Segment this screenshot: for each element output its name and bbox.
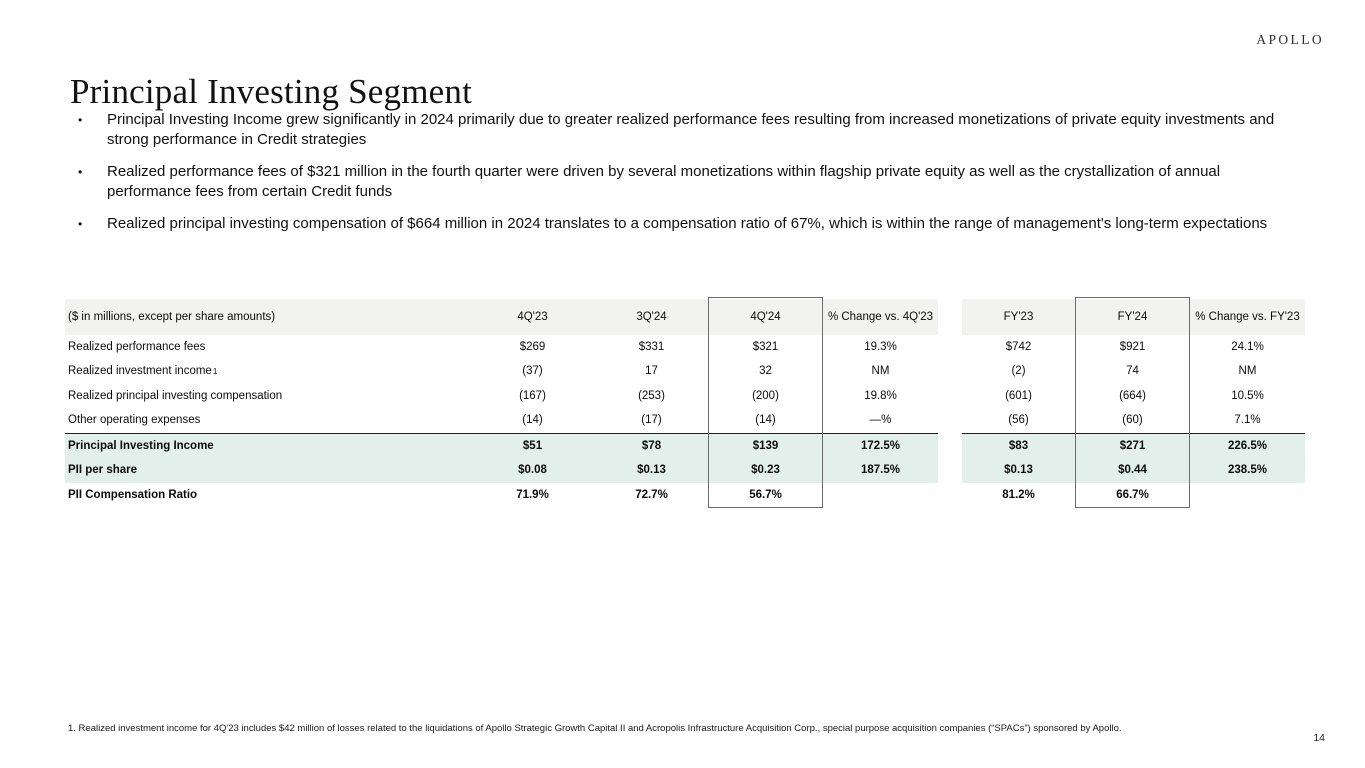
table-row: Realized investment income 1 (37) 17 32 NM (2)… bbox=[65, 359, 1305, 384]
table-cell: 24.1% bbox=[1190, 335, 1305, 360]
table-gap-cell bbox=[938, 408, 962, 433]
table-cell: 56.7% bbox=[708, 483, 823, 508]
bullet-text: Principal Investing Income grew signific… bbox=[107, 111, 1275, 148]
table-row: PII per share $0.08 $0.13 $0.23 187.5% $0.13 $… bbox=[65, 458, 1305, 483]
bullet-marker: • bbox=[78, 217, 83, 231]
table-row: Other operating expenses (14) (17) (14) —% (5… bbox=[65, 408, 1305, 433]
table-gap-cell bbox=[938, 359, 962, 384]
table-cell: NM bbox=[823, 359, 938, 384]
bullet-marker: • bbox=[78, 113, 83, 127]
table-header-label: ($ in millions, except per share amounts… bbox=[65, 299, 470, 335]
table-cell: —% bbox=[823, 408, 938, 433]
bullet-marker: • bbox=[78, 165, 83, 179]
table-cell: $0.44 bbox=[1075, 458, 1190, 483]
table-cell: 10.5% bbox=[1190, 384, 1305, 409]
table-cell: $0.13 bbox=[595, 458, 708, 483]
table-column-header: 3Q'24 bbox=[595, 299, 708, 335]
row-label: Realized investment income 1 bbox=[65, 359, 470, 384]
table-cell: (200) bbox=[708, 384, 823, 409]
table-cell: $269 bbox=[470, 335, 595, 360]
table-cell: $78 bbox=[595, 433, 708, 459]
footnote: 1. Realized investment income for 4Q'23 … bbox=[68, 723, 1122, 734]
table-cell: $331 bbox=[595, 335, 708, 360]
table-cell: $271 bbox=[1075, 433, 1190, 459]
table-gap-cell bbox=[938, 384, 962, 409]
row-label: PII Compensation Ratio bbox=[65, 483, 470, 508]
row-label: Realized performance fees bbox=[65, 335, 470, 360]
table-cell: (664) bbox=[1075, 384, 1190, 409]
table-cell: $51 bbox=[470, 433, 595, 459]
table-gap-cell bbox=[938, 483, 962, 508]
table-cell: 81.2% bbox=[962, 483, 1075, 508]
table-cell: $921 bbox=[1075, 335, 1190, 360]
table-cell: 66.7% bbox=[1075, 483, 1190, 508]
table-cell: $0.23 bbox=[708, 458, 823, 483]
bullet-text: Realized principal investing compensatio… bbox=[107, 215, 1268, 232]
table-row: Principal Investing Income $51 $78 $139 172.… bbox=[65, 433, 1305, 459]
page-title: Principal Investing Segment bbox=[70, 72, 473, 112]
row-label: Realized principal investing compensatio… bbox=[65, 384, 470, 409]
table-cell: NM bbox=[1190, 359, 1305, 384]
table-cell: 238.5% bbox=[1190, 458, 1305, 483]
table-gap-cell bbox=[938, 433, 962, 458]
table-cell: 7.1% bbox=[1190, 408, 1305, 433]
table-column-header: % Change vs. FY'23 bbox=[1190, 299, 1305, 335]
table-cell: 32 bbox=[708, 359, 823, 384]
row-label: Principal Investing Income bbox=[65, 433, 470, 459]
table-cell: (60) bbox=[1075, 408, 1190, 433]
table-column-header: 4Q'23 bbox=[470, 299, 595, 335]
table-header-row: ($ in millions, except per share amounts… bbox=[65, 299, 1305, 335]
apollo-logo: APOLLO bbox=[1256, 32, 1324, 47]
table-gap-cell bbox=[938, 458, 962, 483]
table-cell: $139 bbox=[708, 433, 823, 459]
bullet-text: Realized performance fees of $321 millio… bbox=[107, 163, 1221, 200]
table-cell: 226.5% bbox=[1190, 433, 1305, 459]
table-cell: $742 bbox=[962, 335, 1075, 360]
table-gap-cell bbox=[938, 335, 962, 360]
table-cell: (17) bbox=[595, 408, 708, 433]
bullet-item: • Realized performance fees of $321 mill… bbox=[78, 162, 1295, 202]
row-label: Other operating expenses bbox=[65, 408, 470, 433]
table-cell: (2) bbox=[962, 359, 1075, 384]
table-cell bbox=[1190, 483, 1305, 508]
table-column-header: FY'24 bbox=[1075, 299, 1190, 335]
table-cell: 17 bbox=[595, 359, 708, 384]
table-column-header: 4Q'24 bbox=[708, 299, 823, 335]
table-cell bbox=[823, 483, 938, 508]
table-cell: $0.08 bbox=[470, 458, 595, 483]
table-column-header: FY'23 bbox=[962, 299, 1075, 335]
table-cell: 19.3% bbox=[823, 335, 938, 360]
table-row: Realized principal investing compensatio… bbox=[65, 384, 1305, 409]
table-cell: (14) bbox=[708, 408, 823, 433]
table-cell: (56) bbox=[962, 408, 1075, 433]
row-label: PII per share bbox=[65, 458, 470, 483]
table-cell: 19.8% bbox=[823, 384, 938, 409]
table-cell: 172.5% bbox=[823, 433, 938, 459]
table-row: Realized performance fees $269 $331 $321 19.… bbox=[65, 335, 1305, 360]
table-cell: 71.9% bbox=[470, 483, 595, 508]
table-gap-cell bbox=[938, 299, 962, 335]
table-cell: (601) bbox=[962, 384, 1075, 409]
table-cell: $0.13 bbox=[962, 458, 1075, 483]
table-cell: $83 bbox=[962, 433, 1075, 459]
table-cell: 74 bbox=[1075, 359, 1190, 384]
table-cell: 187.5% bbox=[823, 458, 938, 483]
bullet-list: • Principal Investing Income grew signif… bbox=[78, 110, 1295, 246]
bullet-item: • Principal Investing Income grew signif… bbox=[78, 110, 1295, 150]
table-cell: (37) bbox=[470, 359, 595, 384]
table-cell: 72.7% bbox=[595, 483, 708, 508]
table-column-header: % Change vs. 4Q'23 bbox=[823, 299, 938, 335]
bullet-item: • Realized principal investing compensat… bbox=[78, 214, 1295, 234]
table-cell: (14) bbox=[470, 408, 595, 433]
table-cell: (253) bbox=[595, 384, 708, 409]
table-cell: (167) bbox=[470, 384, 595, 409]
financial-table: ($ in millions, except per share amounts… bbox=[65, 297, 1305, 508]
table-cell: $321 bbox=[708, 335, 823, 360]
table-row: PII Compensation Ratio 71.9% 72.7% 56.7% 81.… bbox=[65, 483, 1305, 508]
page-number: 14 bbox=[1313, 732, 1325, 744]
